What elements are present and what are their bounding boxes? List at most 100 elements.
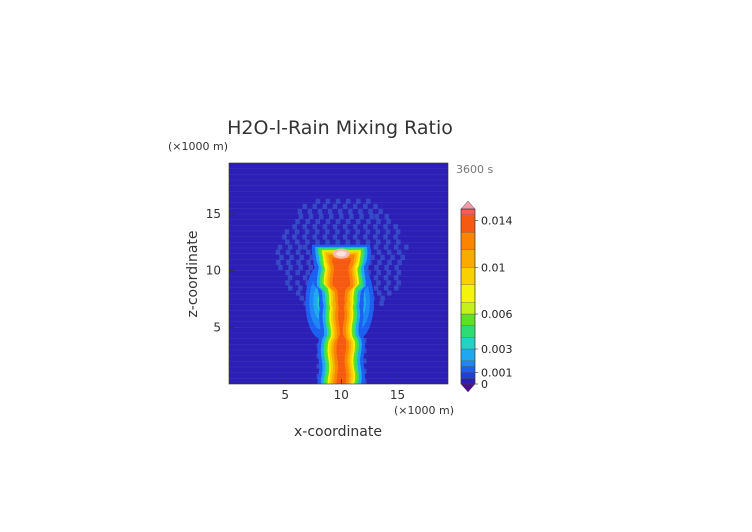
halo-cell [278, 265, 283, 271]
colorbar-tick-label: 0 [481, 378, 488, 391]
halo-cell [386, 249, 392, 255]
halo-cell [276, 259, 281, 265]
halo-cell [298, 285, 303, 291]
halo-cell [305, 219, 310, 225]
halo-cell [352, 203, 358, 209]
halo-cell [292, 234, 297, 240]
halo-cell [302, 203, 307, 209]
halo-cell [390, 254, 395, 260]
plot-frame [228, 162, 449, 385]
halo-cell [362, 358, 367, 364]
halo-cell [355, 219, 361, 225]
chart-title: H2O-l-Rain Mixing Ratio [227, 117, 453, 139]
halo-cell [294, 229, 300, 235]
halo-cell [370, 254, 375, 260]
halo-cell [296, 290, 301, 296]
halo-cell [305, 239, 310, 245]
colorbar-segment [460, 214, 476, 233]
halo-cell [376, 249, 382, 255]
halo-cell [305, 270, 311, 276]
halo-cell [380, 295, 385, 301]
halo-cell [396, 270, 402, 276]
halo-cell [295, 219, 300, 225]
halo-cell [325, 229, 330, 235]
halo-cell [366, 198, 371, 204]
halo-cell [393, 224, 398, 230]
halo-cell [373, 285, 379, 291]
halo-cell [358, 208, 363, 214]
halo-cell [369, 214, 374, 220]
halo-cell [299, 254, 304, 260]
core-cap-inner [336, 250, 347, 257]
halo-cell [385, 229, 391, 235]
halo-cell [284, 229, 290, 235]
halo-cell [348, 208, 353, 214]
halo-cell [315, 198, 321, 204]
colorbar-segment [460, 232, 476, 250]
halo-cell [393, 234, 398, 240]
colorbar-segment [460, 284, 476, 303]
halo-cell [337, 208, 343, 214]
x-units-label: (×1000 m) [394, 404, 454, 417]
halo-cell [314, 229, 320, 235]
halo-cell [345, 219, 351, 225]
halo-cell [298, 214, 304, 220]
halo-cell [298, 265, 303, 271]
halo-cell [352, 234, 358, 240]
halo-cell [297, 208, 303, 214]
halo-cell [368, 208, 373, 214]
halo-cell [307, 208, 313, 214]
halo-cell [383, 285, 389, 291]
halo-cell [383, 234, 388, 240]
halo-cell [295, 280, 300, 286]
halo-cell [383, 244, 389, 250]
halo-cell [335, 219, 341, 225]
halo-cell [366, 219, 371, 225]
halo-cell [374, 214, 379, 220]
halo-cell [345, 198, 351, 204]
halo-cell [376, 219, 381, 225]
halo-cell [335, 229, 340, 235]
halo-cell [286, 259, 291, 265]
halo-cell [327, 208, 333, 214]
halo-cell [295, 249, 301, 255]
halo-cell [396, 249, 402, 255]
colorbar-tick-label: 0.003 [481, 343, 513, 356]
halo-cell [339, 214, 344, 220]
halo-cell [332, 234, 338, 240]
halo-cell [373, 234, 378, 240]
halo-cell [393, 275, 399, 281]
x-tick-label: 10 [334, 388, 349, 402]
halo-cell [365, 229, 371, 235]
halo-cell [397, 259, 402, 265]
halo-cell [387, 290, 392, 296]
halo-cell [384, 214, 390, 220]
halo-cell [353, 224, 358, 230]
plot-area [229, 163, 448, 384]
halo-cell [332, 224, 338, 230]
halo-cell [312, 224, 318, 230]
halo-cell [302, 244, 308, 250]
halo-cell [376, 290, 382, 296]
halo-cell [328, 214, 334, 220]
halo-cell [275, 249, 281, 255]
halo-cell [335, 239, 340, 245]
halo-cell [377, 259, 382, 265]
halo-cell [376, 270, 381, 276]
halo-cell [302, 275, 308, 281]
halo-cell [308, 265, 314, 271]
halo-cell [325, 198, 331, 204]
halo-cell [297, 244, 303, 250]
halo-cell [335, 198, 341, 204]
halo-cell [322, 234, 328, 240]
halo-cell [279, 254, 284, 260]
colorbar-segment [460, 337, 476, 350]
halo-cell [373, 203, 378, 209]
halo-cell [383, 275, 389, 281]
colorbar-segment [460, 249, 476, 268]
halo-cell [365, 239, 371, 245]
halo-cell [373, 275, 379, 281]
halo-cell [375, 239, 381, 245]
halo-cell [386, 239, 391, 245]
halo-cell [292, 224, 297, 230]
